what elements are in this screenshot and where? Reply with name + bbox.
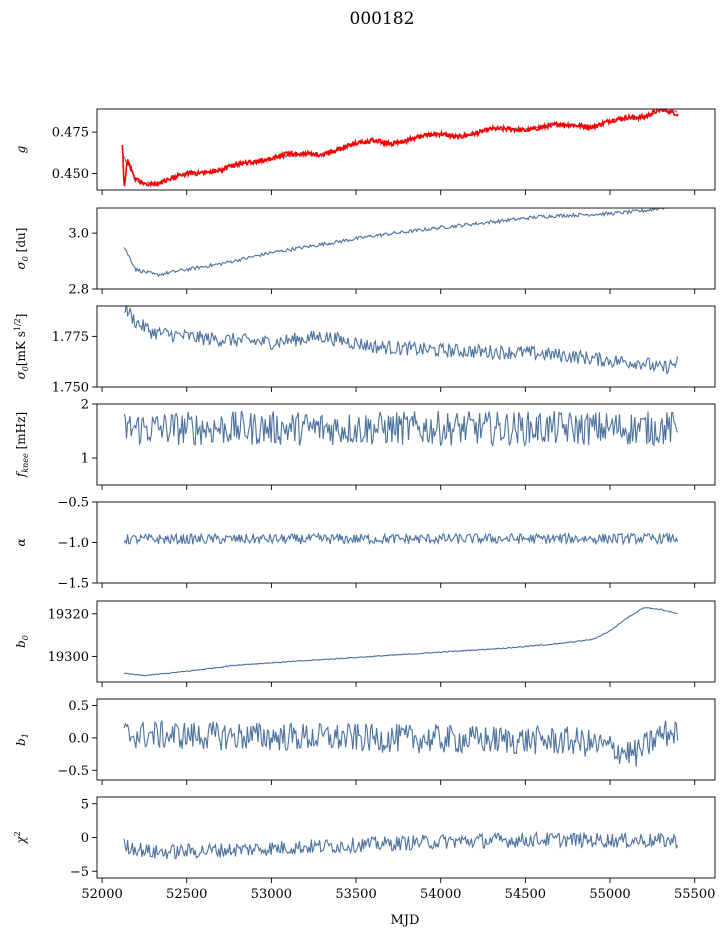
y-tick-label: 19300	[48, 650, 89, 665]
series-group	[123, 410, 679, 448]
series-group	[123, 531, 679, 546]
y-tick-label: 1	[81, 452, 89, 467]
axes-frame	[96, 698, 716, 781]
series-line-fknee	[123, 410, 679, 448]
series-group	[123, 607, 678, 677]
y-tick-label: 2.8	[68, 283, 89, 298]
series-group	[123, 208, 671, 278]
y-tick-label: 0.450	[52, 167, 89, 182]
series-group	[123, 720, 679, 767]
y-tick-label: 3.0	[68, 227, 89, 242]
y-tick-label: −0.5	[57, 764, 89, 779]
panel-fknee: 1 2 fknee [mHz]	[14, 398, 716, 490]
x-tick-label: 54500	[505, 887, 546, 902]
y-tick-label: 1.750	[52, 381, 89, 396]
axes-frame	[96, 108, 716, 191]
axes-frame	[96, 600, 716, 683]
x-tick-label: 52000	[81, 887, 122, 902]
overlay-line-g	[121, 109, 679, 188]
axes-frame	[96, 207, 716, 290]
x-tick-label: 53000	[251, 887, 292, 902]
y-tick-label: 5	[81, 797, 89, 812]
series-line-sigma0_du	[123, 208, 671, 278]
x-tick-label: 55000	[589, 887, 630, 902]
y-tick-label: 0.5	[68, 699, 89, 714]
series-line-b0	[123, 607, 678, 677]
y-axis-label-fknee: fknee [mHz]	[14, 412, 30, 478]
panel-sigma0_du: 2.8 3.0 σ0 [du]	[14, 207, 716, 298]
axes-frame	[96, 305, 716, 388]
panel-b0: 19300 19320 b0	[14, 600, 716, 687]
x-tick-label: 54000	[420, 887, 461, 902]
series-line-alpha	[123, 531, 679, 546]
y-axis-label-b1: b1	[14, 733, 30, 746]
y-axis-label-sigma0_mks: σ0[mK s1/2]	[13, 314, 30, 380]
figure-title: 000182	[350, 9, 415, 29]
y-tick-label: −0.5	[57, 496, 89, 511]
panel-b1: −0.5 0.0 0.5 b1	[14, 698, 716, 785]
series-group	[123, 830, 679, 860]
series-line-sigma0_mks	[124, 306, 679, 375]
axes-frame	[96, 403, 716, 486]
y-axis-label-b0: b0	[14, 635, 30, 648]
x-tick-label: 55500	[674, 887, 715, 902]
panel-chi2: −5 0 5 χ2 52000 52500 53000 53500 54000 54500 5500…	[13, 796, 716, 902]
y-tick-label: 0.475	[52, 126, 89, 141]
y-tick-label: 19320	[48, 607, 89, 622]
series-line-chi2	[123, 830, 679, 860]
y-tick-label: −1.0	[57, 536, 89, 551]
y-axis-label-g: g	[14, 145, 28, 153]
y-axis-label-alpha: α	[14, 538, 28, 546]
series-group	[124, 306, 679, 375]
panels: 0.450 0.475 g 2.8 3.0 σ0 [du] 1.750 1.775 σ0[mK …	[13, 108, 716, 902]
y-tick-label: −5	[70, 865, 89, 880]
panel-alpha: −1.5 −1.0 −0.5 α	[14, 496, 716, 592]
series-line-b1	[123, 720, 679, 767]
x-axis-label: MJD	[391, 913, 420, 928]
y-tick-label: 2	[81, 398, 89, 413]
y-tick-label: −1.5	[57, 577, 89, 592]
y-tick-label: 1.775	[52, 330, 89, 345]
panel-g: 0.450 0.475 g	[14, 108, 716, 195]
panel-sigma0_mks: 1.750 1.775 σ0[mK s1/2]	[13, 305, 716, 396]
series-group	[121, 109, 679, 188]
x-tick-label: 53500	[335, 887, 376, 902]
y-tick-label: 0.0	[68, 731, 89, 746]
x-tick-label: 52500	[166, 887, 207, 902]
y-axis-label-sigma0_du: σ0 [du]	[14, 228, 30, 270]
y-tick-label: 0	[81, 831, 89, 846]
y-axis-label-chi2: χ2	[13, 831, 28, 844]
